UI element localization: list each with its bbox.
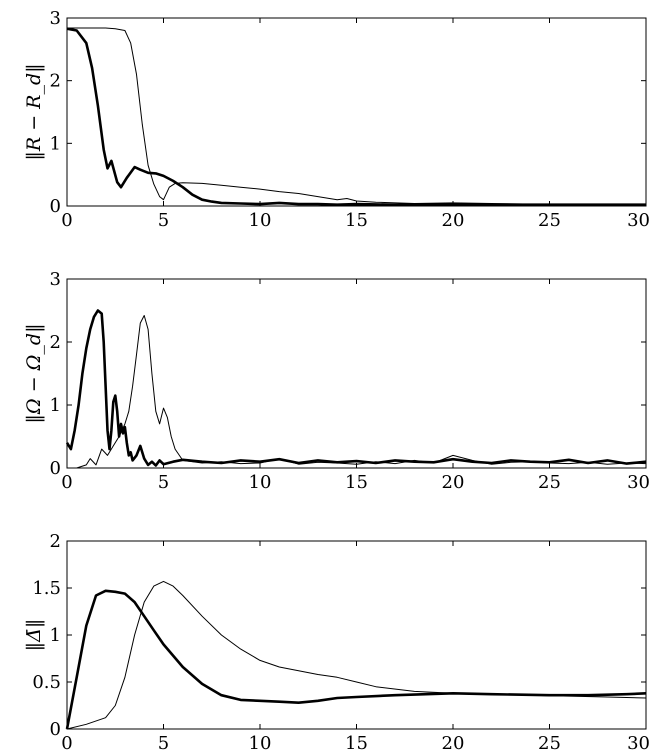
x-tick-label: 10 — [249, 472, 272, 493]
x-tick-label: 25 — [538, 733, 561, 754]
series-line-thick — [66, 27, 646, 206]
series-line-thick — [65, 589, 647, 730]
y-tick-label: 1 — [50, 625, 61, 646]
x-tick-label: 10 — [249, 733, 272, 754]
x-tick-label: 0 — [61, 210, 72, 231]
chart-panel-2: 0 5 10 15 20 25 30 0 1 2 3 ‖Ω − Ω_d‖ — [23, 269, 650, 493]
y-axis-label: ‖Δ̄‖ — [23, 619, 45, 652]
x-tick-label: 0 — [61, 472, 72, 493]
x-tick-label: 25 — [538, 210, 561, 231]
x-tick-label: 15 — [345, 733, 368, 754]
chart-panel-3: 0 5 10 15 20 25 30 0 0.5 1 1.5 2 ‖Δ̄‖ — [23, 531, 650, 754]
series-line-thin — [67, 315, 647, 469]
plot-area-frame — [66, 540, 647, 730]
series-line-thin — [66, 580, 647, 730]
y-tick-label: 0 — [50, 196, 61, 217]
x-tick-label: 20 — [442, 472, 465, 493]
y-tick-label: 3 — [50, 269, 61, 290]
x-tick-label: 20 — [442, 210, 465, 231]
x-tick-label: 30 — [627, 733, 650, 754]
y-axis-label: ‖Ω − Ω_d‖ — [23, 323, 45, 423]
x-tick-label: 0 — [61, 733, 72, 754]
y-tick-label: 0 — [50, 719, 61, 740]
y-tick-label: 0 — [50, 458, 61, 479]
plot-area-frame — [66, 17, 647, 207]
x-tick-label: 5 — [158, 733, 169, 754]
series-line-thin — [67, 27, 646, 205]
y-tick-label: 0.5 — [32, 672, 61, 693]
series-line-thick — [65, 309, 647, 467]
y-tick-label: 2 — [50, 332, 61, 353]
y-tick-label: 2 — [50, 531, 61, 552]
x-tick-label: 25 — [538, 472, 561, 493]
chart-panel-1: 0 5 10 15 20 25 30 0 1 2 3 ‖R − R_d‖ — [23, 8, 650, 231]
x-tick-label: 10 — [249, 210, 272, 231]
y-tick-label: 1 — [50, 395, 61, 416]
x-tick-label: 15 — [345, 472, 368, 493]
x-tick-label: 30 — [627, 472, 650, 493]
y-tick-label: 2 — [50, 71, 61, 92]
x-tick-label: 15 — [345, 210, 368, 231]
plot-area-frame — [66, 278, 647, 469]
y-tick-label: 3 — [50, 8, 61, 29]
x-tick-label: 30 — [627, 210, 650, 231]
y-tick-label: 1.5 — [32, 578, 61, 599]
x-tick-label: 20 — [442, 733, 465, 754]
y-axis-label: ‖R − R_d‖ — [23, 63, 45, 160]
x-tick-label: 5 — [158, 472, 169, 493]
x-tick-label: 5 — [158, 210, 169, 231]
y-tick-label: 1 — [50, 133, 61, 154]
